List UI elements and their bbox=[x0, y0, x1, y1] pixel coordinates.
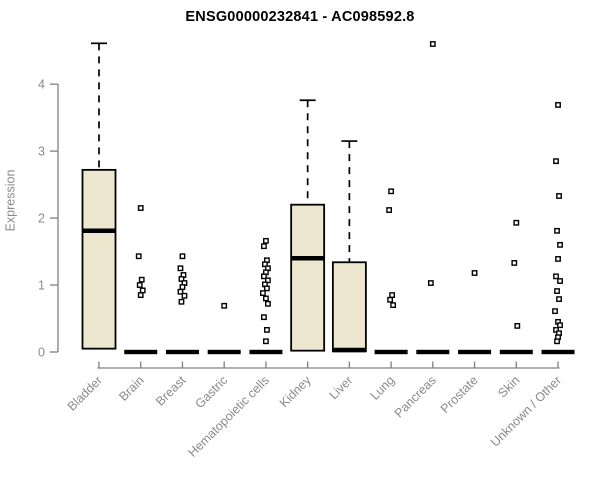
outlier-point bbox=[221, 302, 228, 309]
outlier-point bbox=[557, 322, 563, 329]
median-bar-unknown-other bbox=[541, 349, 575, 355]
outlier-point bbox=[554, 227, 560, 234]
box-kidney bbox=[290, 203, 326, 352]
outlier-point bbox=[264, 285, 270, 292]
y-tick-label: 2 bbox=[38, 212, 45, 226]
outlier-point bbox=[390, 302, 397, 309]
outlier-point bbox=[178, 298, 185, 305]
outlier-point bbox=[429, 41, 436, 47]
outlier-point bbox=[135, 253, 142, 260]
x-tick-label: Lung bbox=[368, 373, 398, 403]
outlier-point bbox=[262, 261, 268, 268]
outlier-point bbox=[557, 278, 563, 284]
outlier-point bbox=[179, 253, 186, 260]
x-tick-label: Liver bbox=[326, 373, 355, 402]
outlier-point bbox=[387, 296, 394, 303]
x-tick-label: Unknown / Other bbox=[488, 373, 564, 449]
median-bar-pancreas bbox=[416, 349, 450, 355]
median-bar-skin bbox=[499, 349, 533, 355]
y-tick-label: 1 bbox=[38, 279, 45, 293]
outlier-point bbox=[554, 338, 560, 345]
outlier-point bbox=[386, 207, 393, 213]
outlier-point bbox=[137, 292, 144, 298]
outlier-point bbox=[471, 270, 478, 276]
outlier-point bbox=[137, 205, 144, 211]
y-tick-label: 0 bbox=[38, 346, 45, 360]
outlier-point bbox=[261, 273, 267, 280]
outlier-point bbox=[179, 284, 186, 290]
x-tick-label: Skin bbox=[495, 373, 522, 400]
outlier-point bbox=[139, 287, 146, 294]
outlier-point bbox=[263, 237, 269, 244]
median-bar-brain bbox=[124, 349, 158, 355]
outlier-point bbox=[264, 327, 270, 333]
outlier-point bbox=[136, 282, 143, 288]
x-tick-label: Brain bbox=[116, 373, 147, 404]
outlier-point bbox=[177, 265, 184, 272]
outlier-point bbox=[265, 300, 271, 307]
median-bar-prostate bbox=[458, 349, 492, 355]
median-bar-gastric bbox=[207, 349, 241, 355]
outlier-point bbox=[263, 338, 269, 345]
outlier-point bbox=[514, 322, 521, 329]
outlier-point bbox=[389, 292, 396, 298]
x-tick-label: Bladder bbox=[65, 373, 105, 413]
outlier-point bbox=[177, 288, 184, 295]
outlier-point bbox=[265, 277, 271, 284]
outlier-point bbox=[178, 276, 185, 282]
median-bar-lung bbox=[374, 349, 408, 355]
outlier-point bbox=[260, 290, 266, 296]
outlier-point bbox=[553, 327, 559, 333]
y-tick-label: 3 bbox=[38, 145, 45, 159]
box-bladder bbox=[81, 168, 117, 350]
outlier-point bbox=[513, 219, 520, 226]
outlier-point bbox=[261, 314, 267, 321]
x-tick-label: Prostate bbox=[438, 373, 481, 416]
x-tick-label: Kidney bbox=[277, 373, 314, 410]
outlier-point bbox=[427, 280, 434, 286]
y-tick-label: 4 bbox=[38, 78, 45, 92]
x-tick-label: Pancreas bbox=[392, 373, 439, 420]
outlier-point bbox=[555, 102, 561, 108]
outlier-point bbox=[556, 193, 562, 199]
x-tick-label: Gastric bbox=[192, 373, 230, 411]
outlier-point bbox=[263, 295, 269, 302]
outlier-point bbox=[552, 308, 558, 315]
outlier-point bbox=[556, 296, 562, 303]
x-tick-label: Breast bbox=[153, 373, 189, 409]
chart-title: ENSG00000232841 - AC098592.8 bbox=[185, 9, 415, 25]
box-liver bbox=[331, 261, 367, 353]
outlier-point bbox=[557, 241, 563, 248]
outlier-point bbox=[554, 288, 560, 294]
x-tick-label: Hematopoietic cells bbox=[185, 373, 272, 460]
outlier-point bbox=[138, 276, 145, 283]
outlier-point bbox=[511, 260, 518, 266]
outlier-point bbox=[181, 292, 188, 299]
outlier-point bbox=[261, 243, 267, 250]
outlier-point bbox=[553, 158, 559, 165]
outlier-point bbox=[555, 256, 561, 262]
median-bar-breast bbox=[165, 349, 199, 355]
median-bar-hematopoietic-cells bbox=[249, 349, 283, 355]
outlier-point bbox=[388, 188, 395, 195]
outlier-point bbox=[553, 273, 559, 280]
